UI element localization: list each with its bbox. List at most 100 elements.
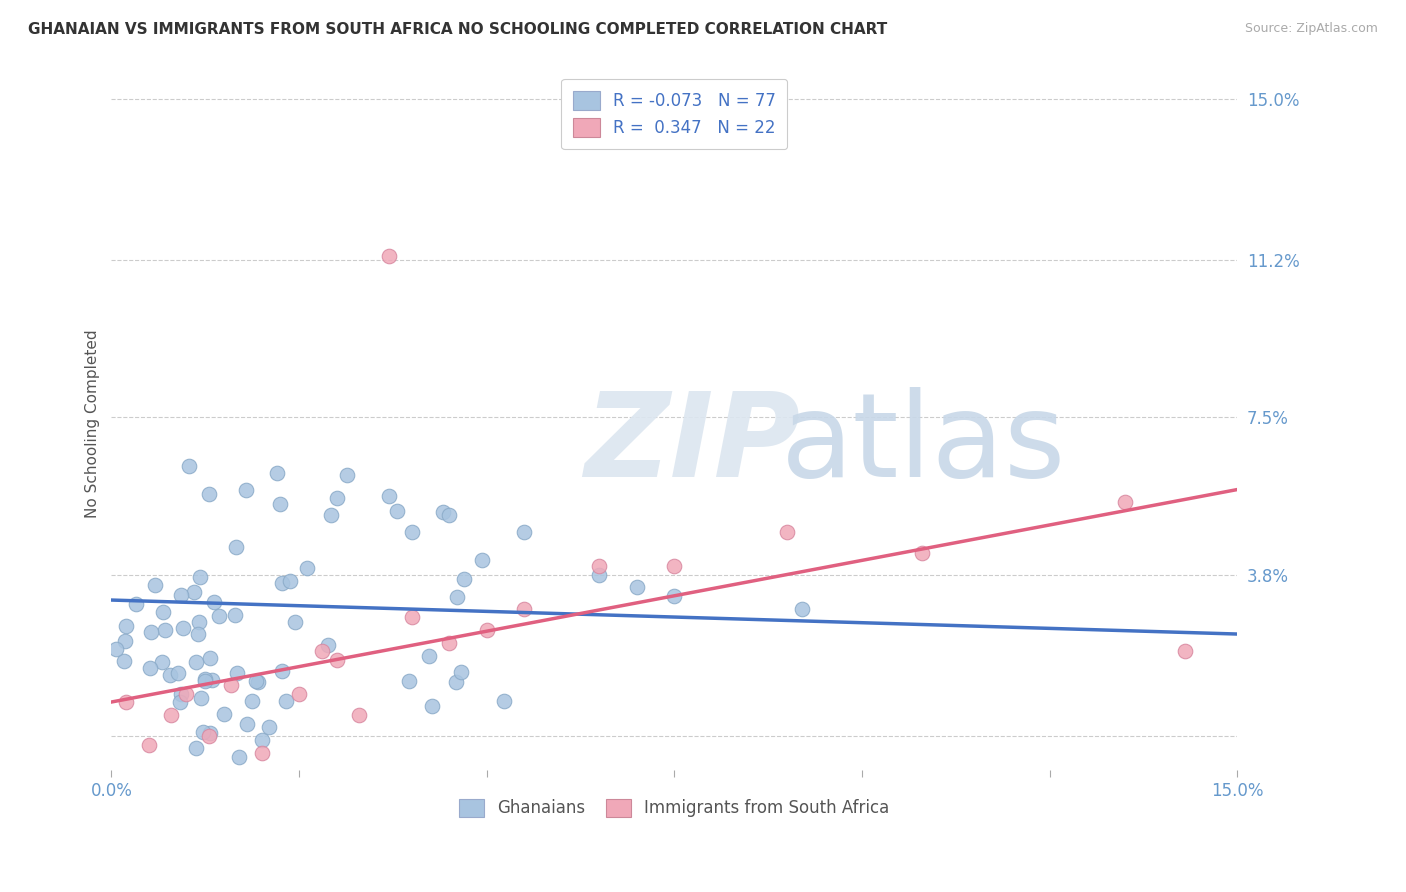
Point — [224, 608, 246, 623]
Point — [198, 726, 221, 740]
Point — [125, 597, 148, 611]
Point — [588, 567, 610, 582]
Point — [188, 570, 211, 584]
Point — [1114, 495, 1136, 509]
Point — [212, 707, 235, 722]
Point — [475, 623, 498, 637]
Point — [245, 674, 267, 689]
Point — [288, 686, 311, 700]
Point — [240, 694, 263, 708]
Point — [250, 733, 273, 747]
Point — [437, 508, 460, 522]
Point — [138, 738, 160, 752]
Point — [170, 588, 193, 602]
Point — [401, 610, 423, 624]
Text: Source: ZipAtlas.com: Source: ZipAtlas.com — [1244, 22, 1378, 36]
Point — [221, 678, 243, 692]
Point — [398, 673, 420, 688]
Point — [626, 580, 648, 594]
Point — [198, 729, 221, 743]
Point — [278, 574, 301, 588]
Point — [198, 487, 221, 501]
Point — [226, 665, 249, 680]
Point — [422, 699, 444, 714]
Point — [257, 720, 280, 734]
Point — [172, 621, 194, 635]
Point — [186, 740, 208, 755]
Point — [183, 584, 205, 599]
Point — [115, 695, 138, 709]
Point — [236, 717, 259, 731]
Point — [418, 648, 440, 663]
Point — [235, 483, 257, 497]
Point — [186, 655, 208, 669]
Point — [166, 666, 188, 681]
Point — [141, 625, 163, 640]
Point — [114, 619, 136, 633]
Point — [250, 746, 273, 760]
Point — [269, 497, 291, 511]
Point — [160, 707, 183, 722]
Point — [112, 655, 135, 669]
Point — [432, 505, 454, 519]
Legend: Ghanaians, Immigrants from South Africa: Ghanaians, Immigrants from South Africa — [453, 792, 896, 824]
Text: GHANAIAN VS IMMIGRANTS FROM SOUTH AFRICA NO SCHOOLING COMPLETED CORRELATION CHAR: GHANAIAN VS IMMIGRANTS FROM SOUTH AFRICA… — [28, 22, 887, 37]
Point — [225, 540, 247, 554]
Point — [190, 690, 212, 705]
Point — [201, 673, 224, 687]
Point — [325, 491, 347, 505]
Point — [170, 688, 193, 702]
Point — [139, 661, 162, 675]
Point — [198, 650, 221, 665]
Point — [1174, 644, 1197, 658]
Point — [401, 524, 423, 539]
Point — [187, 627, 209, 641]
Point — [271, 575, 294, 590]
Point — [284, 615, 307, 629]
Point — [169, 695, 191, 709]
Point — [295, 561, 318, 575]
Point — [208, 608, 231, 623]
Point — [444, 675, 467, 690]
Point — [159, 668, 181, 682]
Point — [105, 642, 128, 657]
Point — [446, 590, 468, 604]
Point — [188, 615, 211, 629]
Point — [193, 725, 215, 739]
Point — [911, 546, 934, 560]
Point — [513, 601, 536, 615]
Point — [202, 595, 225, 609]
Point — [378, 249, 401, 263]
Point — [318, 638, 340, 652]
Point — [276, 694, 298, 708]
Point — [311, 644, 333, 658]
Point — [385, 504, 408, 518]
Point — [114, 634, 136, 648]
Point — [437, 635, 460, 649]
Point — [177, 459, 200, 474]
Point — [588, 559, 610, 574]
Y-axis label: No Schooling Completed: No Schooling Completed — [86, 329, 100, 518]
Point — [492, 693, 515, 707]
Point — [513, 524, 536, 539]
Point — [228, 750, 250, 764]
Point — [155, 623, 177, 637]
Point — [336, 467, 359, 482]
Text: atlas: atlas — [782, 387, 1067, 502]
Point — [776, 524, 799, 539]
Point — [664, 589, 686, 603]
Point — [319, 508, 342, 523]
Point — [150, 655, 173, 669]
Point — [347, 707, 370, 722]
Point — [378, 489, 401, 503]
Point — [790, 601, 813, 615]
Point — [664, 559, 686, 574]
Point — [266, 466, 288, 480]
Point — [176, 686, 198, 700]
Point — [271, 664, 294, 678]
Point — [143, 577, 166, 591]
Point — [471, 553, 494, 567]
Point — [325, 652, 347, 666]
Point — [152, 605, 174, 619]
Point — [450, 665, 472, 679]
